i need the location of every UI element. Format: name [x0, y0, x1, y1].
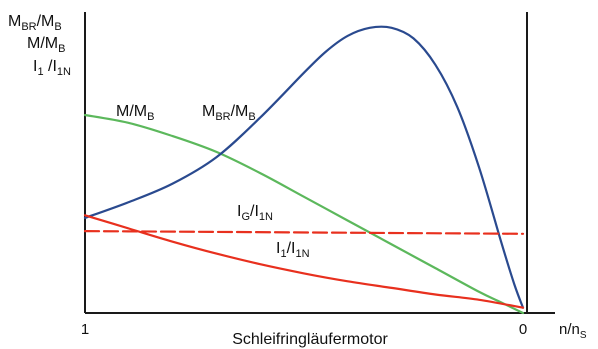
y-axis-label-line-1-sub: BR: [21, 21, 36, 33]
series-label-ig-text: /I: [250, 203, 259, 220]
series-label-i1-text: I: [276, 240, 280, 257]
series-label-m: M/MB: [116, 103, 154, 123]
y-axis-label-line-3-sub: 1: [37, 66, 43, 78]
x-axis-unit-label: n/nS: [559, 321, 587, 341]
series-label-i1-sub: 1N: [295, 248, 309, 260]
series-line-m: [83, 113, 525, 315]
y-axis-label-line-3-sub: 1N: [57, 66, 71, 78]
x-tick-label-0: 1: [81, 321, 89, 338]
series-label-mbr-sub: B: [248, 111, 255, 123]
series-label-mbr-sub: BR: [215, 111, 230, 123]
series-label-ig-sub: G: [241, 211, 250, 223]
series-label-m-sub: B: [147, 111, 154, 123]
y-axis-label-line-1-sub: B: [54, 21, 61, 33]
y-axis-label-line-2: M/MB: [27, 35, 65, 55]
y-axis-label-line-1: MBR/MB: [8, 13, 62, 33]
series-line-i1: [83, 214, 525, 309]
y-axis-label-line-3-text: /I: [44, 58, 57, 75]
x-axis-unit-label-sub: S: [580, 330, 587, 341]
y-axis-label-line-2-text: M/M: [27, 35, 58, 52]
series-line-ig: [83, 230, 525, 235]
series-label-mbr-text: M: [202, 103, 215, 120]
series-label-mbr-text: /M: [231, 103, 249, 120]
series-label-mbr: MBR/MB: [202, 103, 256, 123]
y-axis-label-line-1-text: M: [8, 13, 21, 30]
x-tick-label-1: 0: [519, 321, 527, 338]
series-label-i1-text: /I: [287, 240, 296, 257]
series-line-mbr: [83, 25, 525, 309]
y-axis-label-line-1-text: /M: [37, 13, 55, 30]
series-label-m-text: M/M: [116, 103, 147, 120]
y-axis-label-line-3: I1 /I1N: [33, 58, 71, 78]
x-axis-title: Schleifringläufermotor: [232, 331, 388, 348]
y-axis-label-line-3-text: I: [33, 58, 37, 75]
axes: [84, 12, 555, 314]
series-layer: [83, 25, 525, 315]
series-label-ig: IG/I1N: [237, 203, 273, 223]
series-label-ig-text: I: [237, 203, 241, 220]
series-label-i1: I1/I1N: [276, 240, 310, 260]
series-label-ig-sub: 1N: [259, 211, 273, 223]
x-axis-unit-label-text: n/n: [559, 321, 580, 338]
series-label-i1-sub: 1: [280, 248, 286, 260]
y-axis-label-line-2-sub: B: [58, 43, 65, 55]
